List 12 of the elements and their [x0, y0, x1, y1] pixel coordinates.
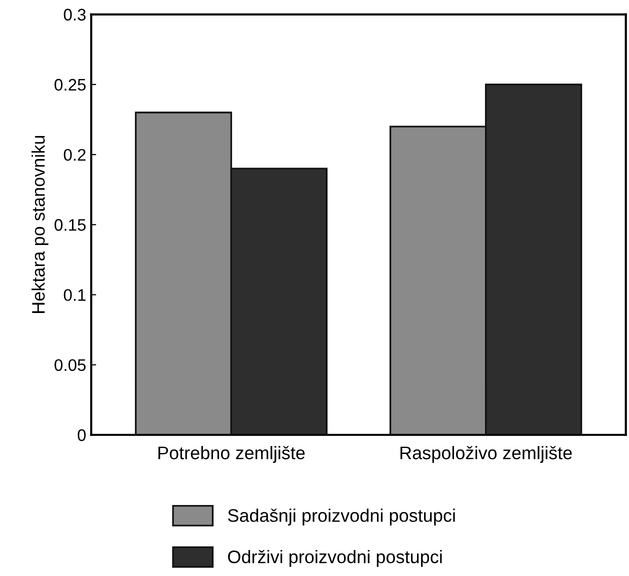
- y-tick-label: 0.25: [54, 78, 86, 91]
- y-tick-label: 0.05: [54, 359, 86, 372]
- y-tick-label: 0: [78, 429, 86, 442]
- y-tick-label: 0.3: [64, 8, 86, 21]
- y-tick-label: 0.2: [64, 148, 86, 161]
- y-axis-title: Hektara po stanovniku: [32, 136, 48, 313]
- x-tick-label: Potrebno zemljište: [158, 446, 305, 463]
- y-tick-label: 0.15: [54, 219, 86, 231]
- y-tick-label: 0.1: [64, 289, 86, 301]
- legend-label: Sadašnji proizvodni postupci: [228, 508, 455, 526]
- legend-label: Održivi proizvodni postupci: [228, 550, 442, 567]
- x-tick-label: Raspoloživo zemljište: [400, 446, 572, 463]
